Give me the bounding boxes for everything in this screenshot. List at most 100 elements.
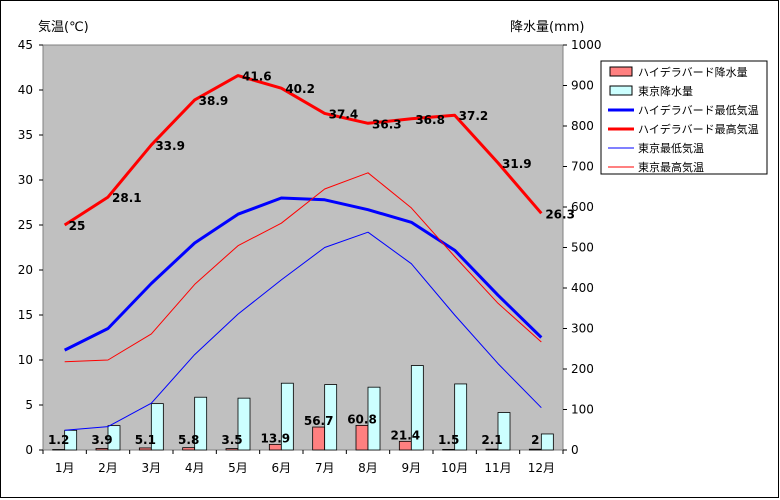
data-label-hyderabad-precip-7: 56.7 [304, 414, 334, 428]
data-label-hyderabad-max-temp-12: 26.3 [545, 207, 575, 221]
y-left-title: 気温(℃) [38, 19, 89, 35]
y-left-tick-label: 0 [25, 443, 33, 457]
y-right-tick-label: 400 [571, 281, 594, 295]
bar-tokyo-precip-4 [194, 396, 208, 451]
legend-hyderabad-min-temp-label: ハイデラバード最低気温 [638, 103, 759, 117]
data-label-hyderabad-max-temp-7: 37.4 [329, 107, 359, 121]
data-label-hyderabad-precip-6: 13.9 [261, 431, 291, 445]
bar-tokyo-precip-6 [280, 382, 294, 451]
lines-layer [63, 74, 543, 431]
data-label-hyderabad-precip-9: 21.4 [391, 428, 421, 442]
bar-tokyo-precip-9 [410, 365, 424, 451]
y-right-tick-label: 700 [571, 160, 594, 174]
y-right-tick-label: 300 [571, 322, 594, 336]
data-label-hyderabad-precip-4: 5.8 [178, 433, 199, 447]
legend-tokyo-max-temp-label: 東京最高気温 [638, 160, 704, 174]
legend-hyderabad-precip-label: ハイデラバード降水量 [638, 65, 748, 79]
legend-hyderabad-precip-swatch [609, 66, 633, 77]
y-right-tick-label: 200 [571, 362, 594, 376]
data-label-hyderabad-precip-11: 2.1 [481, 433, 502, 447]
data-label-hyderabad-max-temp-3: 33.9 [155, 139, 185, 153]
x-tick-label-10: 10月 [441, 461, 468, 475]
bar-tokyo-precip-10 [454, 383, 468, 451]
y-left-tick-label: 15 [18, 308, 33, 322]
y-left-tick-label: 25 [18, 218, 33, 232]
data-label-hyderabad-precip-3: 5.1 [135, 433, 156, 447]
line-hyderabad-min-temp [63, 196, 543, 352]
bar-tokyo-precip-1 [64, 429, 78, 451]
y-right-tick-label: 100 [571, 403, 594, 417]
y-left-tick-label: 35 [18, 128, 33, 142]
bar-hyderabad-precip-3 [138, 447, 152, 451]
data-label-hyderabad-precip-8: 60.8 [347, 412, 377, 426]
y-right-tick-label: 0 [571, 443, 579, 457]
x-tick-label-8: 8月 [358, 461, 378, 475]
x-tick-label-9: 9月 [402, 461, 422, 475]
legend: ハイデラバード降水量東京降水量ハイデラバード最低気温ハイデラバード最高気温東京最… [600, 60, 768, 175]
y-left-tick-label: 5 [25, 398, 33, 412]
y-left-tick-label: 40 [18, 83, 33, 97]
bar-hyderabad-precip-10 [442, 448, 456, 451]
data-label-hyderabad-precip-12: 2 [531, 433, 539, 447]
data-label-hyderabad-precip-10: 1.5 [438, 433, 459, 447]
bar-hyderabad-precip-4 [182, 447, 196, 451]
y-right-tick-label: 800 [571, 119, 594, 133]
bar-hyderabad-precip-7 [312, 426, 326, 451]
x-tick-label-3: 3月 [142, 461, 162, 475]
data-label-hyderabad-max-temp-2: 28.1 [112, 191, 142, 205]
data-label-hyderabad-max-temp-10: 37.2 [459, 109, 489, 123]
x-tick-label-1: 1月 [55, 461, 75, 475]
bar-hyderabad-precip-11 [485, 448, 499, 451]
x-tick-label-4: 4月 [185, 461, 205, 475]
legend-tokyo-min-temp-label: 東京最低気温 [638, 141, 704, 155]
bar-hyderabad-precip-12 [528, 448, 542, 451]
legend-tokyo-precip-swatch [609, 85, 633, 96]
bar-hyderabad-precip-8 [355, 424, 369, 451]
bar-hyderabad-precip-9 [398, 440, 412, 451]
data-label-hyderabad-precip-2: 3.9 [91, 433, 112, 447]
bar-tokyo-precip-11 [497, 412, 511, 451]
bar-hyderabad-precip-5 [225, 448, 239, 451]
bar-tokyo-precip-8 [367, 386, 381, 451]
data-label-hyderabad-max-temp-5: 41.6 [242, 70, 272, 84]
y-left-tick-label: 45 [18, 38, 33, 52]
bar-tokyo-precip-2 [107, 425, 121, 451]
line-hyderabad-max-temp [63, 74, 543, 227]
data-label-hyderabad-max-temp-6: 40.2 [285, 82, 315, 96]
legend-hyderabad-max-temp-label: ハイデラバード最高気温 [638, 122, 759, 136]
y-right-tick-label: 500 [571, 241, 594, 255]
bar-tokyo-precip-3 [150, 403, 164, 451]
data-label-hyderabad-precip-5: 3.5 [221, 433, 242, 447]
data-label-hyderabad-max-temp-1: 25 [69, 219, 86, 233]
x-tick-label-12: 12月 [528, 461, 555, 475]
bar-tokyo-precip-7 [324, 384, 338, 451]
data-label-hyderabad-precip-1: 1.2 [48, 433, 69, 447]
data-labels-layer: 1.2 3.9 5.1 5.8 3.5 13.9 56.7 60.8 21.4 1.5 2.1 2 25… [48, 70, 575, 447]
data-label-hyderabad-max-temp-4: 38.9 [199, 94, 229, 108]
data-label-hyderabad-max-temp-9: 36.8 [415, 113, 445, 127]
y-right-tick-label: 900 [571, 79, 594, 93]
line-tokyo-max-temp [64, 172, 542, 363]
x-tick-label-6: 6月 [272, 461, 292, 475]
legend-tokyo-precip-label: 東京降水量 [638, 84, 693, 98]
x-tick-label-5: 5月 [228, 461, 248, 475]
bars-layer [52, 365, 554, 451]
y-right-tick-label: 1000 [571, 38, 602, 52]
legend-box [600, 60, 768, 175]
plot-area [42, 44, 564, 451]
x-tick-label-11: 11月 [484, 461, 511, 475]
data-label-hyderabad-max-temp-11: 31.9 [502, 157, 532, 171]
y-left-tick-label: 20 [18, 263, 33, 277]
bar-hyderabad-precip-2 [95, 448, 109, 451]
y-right-tick-label: 600 [571, 200, 594, 214]
bar-tokyo-precip-5 [237, 397, 251, 451]
bar-tokyo-precip-12 [540, 433, 554, 451]
y-left-tick-label: 30 [18, 173, 33, 187]
x-tick-label-2: 2月 [98, 461, 118, 475]
y-left-tick-label: 10 [18, 353, 33, 367]
x-tick-label-7: 7月 [315, 461, 335, 475]
axes-layer: 0 5 10 15 20 25 30 35 40 45 0 100 200 300 400 500 600 700… [18, 38, 602, 475]
line-tokyo-min-temp [64, 231, 542, 431]
data-label-hyderabad-max-temp-8: 36.3 [372, 117, 402, 131]
